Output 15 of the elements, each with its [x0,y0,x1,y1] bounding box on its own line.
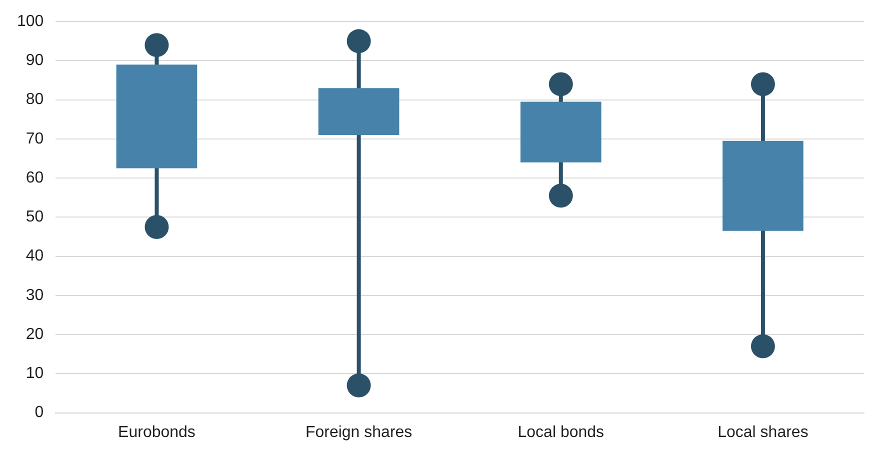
y-tick-label: 70 [26,130,44,148]
y-tick-label: 100 [16,13,44,30]
y-tick-label: 80 [26,91,44,108]
y-tick-label: 10 [26,365,44,382]
x-tick-label: Foreign shares [305,424,412,441]
x-tick-label: Eurobonds [118,424,196,441]
y-tick-label: 40 [26,248,44,265]
y-tick-label: 60 [26,169,44,186]
y-tick-label: 20 [26,326,44,343]
x-tick-label: Local bonds [518,424,604,441]
y-tick-label: 50 [26,208,44,226]
y-tick-label: 30 [26,286,44,304]
y-tick-label: 0 [34,404,44,422]
y-tick-label: 90 [26,52,44,70]
x-tick-label: Local shares [718,424,808,441]
